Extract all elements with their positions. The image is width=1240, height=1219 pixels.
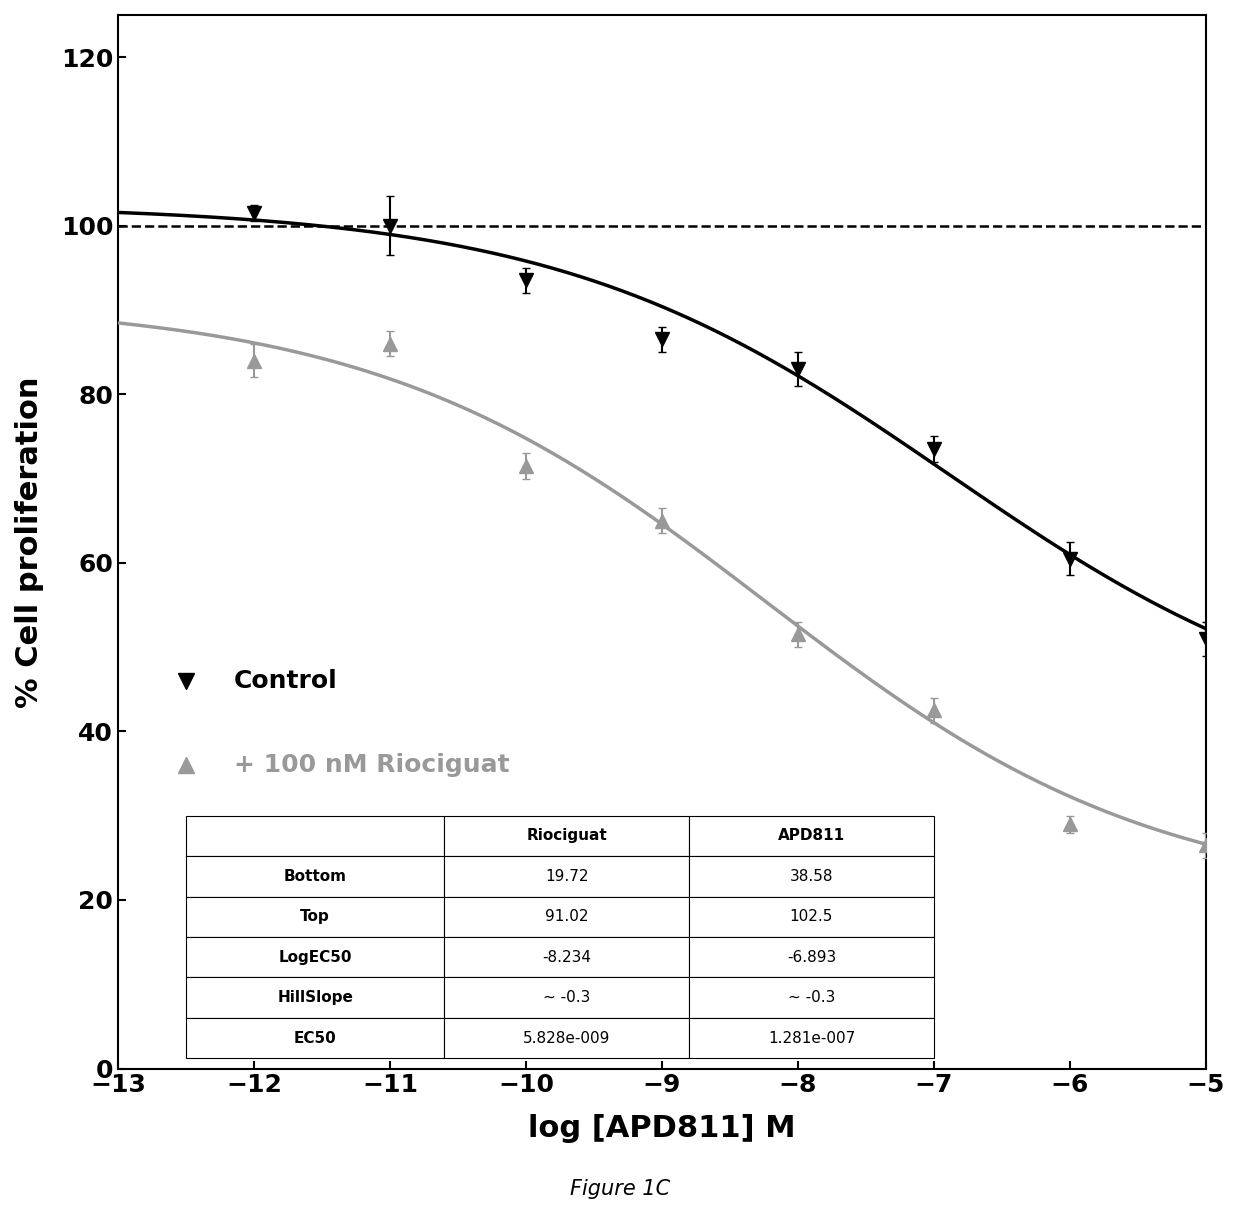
- Bar: [689, 856, 934, 897]
- Bar: [186, 856, 444, 897]
- Text: 91.02: 91.02: [546, 909, 589, 924]
- Bar: [186, 1018, 444, 1058]
- Bar: [689, 978, 934, 1018]
- X-axis label: log [APD811] M: log [APD811] M: [528, 1114, 796, 1143]
- Text: 1.281e-007: 1.281e-007: [768, 1031, 856, 1046]
- Bar: [444, 937, 689, 978]
- Bar: [444, 816, 689, 856]
- Bar: [689, 816, 934, 856]
- Y-axis label: % Cell proliferation: % Cell proliferation: [15, 375, 43, 707]
- Text: ~ -0.3: ~ -0.3: [543, 990, 590, 1006]
- Bar: [186, 816, 444, 856]
- Text: LogEC50: LogEC50: [279, 950, 352, 964]
- Text: Figure 1C: Figure 1C: [570, 1179, 670, 1198]
- Bar: [444, 897, 689, 937]
- Text: 19.72: 19.72: [546, 869, 589, 884]
- Text: -8.234: -8.234: [542, 950, 591, 964]
- Text: 38.58: 38.58: [790, 869, 833, 884]
- Bar: [689, 897, 934, 937]
- Bar: [444, 856, 689, 897]
- Text: 5.828e-009: 5.828e-009: [523, 1031, 610, 1046]
- Text: Bottom: Bottom: [284, 869, 347, 884]
- Text: Top: Top: [300, 909, 330, 924]
- Text: Riociguat: Riociguat: [526, 829, 608, 844]
- Text: Control: Control: [233, 669, 337, 692]
- Bar: [186, 937, 444, 978]
- Text: + 100 nM Riociguat: + 100 nM Riociguat: [233, 753, 510, 777]
- Bar: [444, 1018, 689, 1058]
- Bar: [186, 978, 444, 1018]
- Text: HillSlope: HillSlope: [278, 990, 353, 1006]
- Text: 102.5: 102.5: [790, 909, 833, 924]
- Bar: [444, 978, 689, 1018]
- Bar: [186, 897, 444, 937]
- Bar: [689, 1018, 934, 1058]
- Text: EC50: EC50: [294, 1031, 336, 1046]
- Text: APD811: APD811: [777, 829, 844, 844]
- Text: -6.893: -6.893: [787, 950, 836, 964]
- Bar: [689, 937, 934, 978]
- Text: ~ -0.3: ~ -0.3: [787, 990, 836, 1006]
